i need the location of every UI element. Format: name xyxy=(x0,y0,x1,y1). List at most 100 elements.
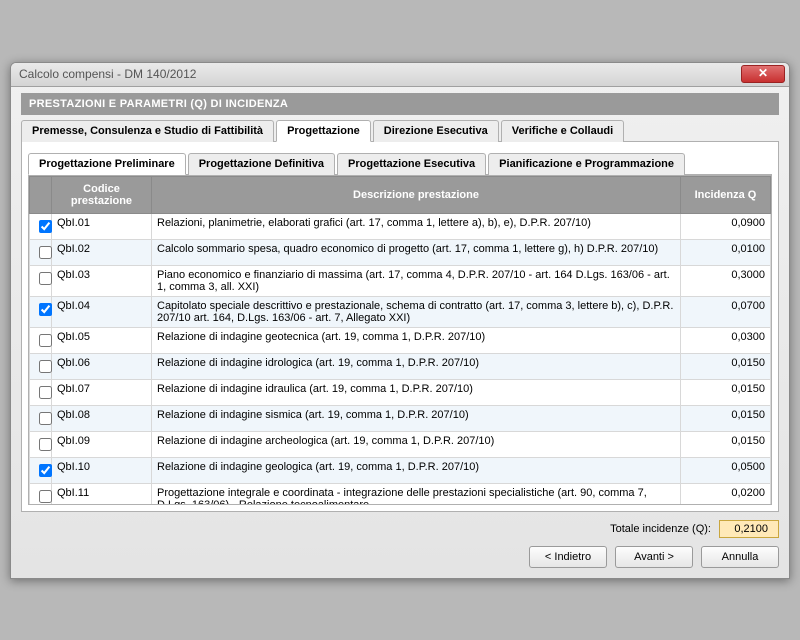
table-row[interactable]: QbI.11Progettazione integrale e coordina… xyxy=(30,483,771,505)
row-checkbox-cell xyxy=(30,213,52,239)
table-row[interactable]: QbI.01Relazioni, planimetrie, elaborati … xyxy=(30,213,771,239)
row-incidence: 0,0150 xyxy=(681,431,771,457)
close-icon: ✕ xyxy=(758,66,768,80)
row-code: QbI.10 xyxy=(52,457,152,483)
prestazioni-table: Codice prestazione Descrizione prestazio… xyxy=(29,176,771,505)
table-scroll[interactable]: Codice prestazione Descrizione prestazio… xyxy=(28,175,772,505)
row-code: QbI.01 xyxy=(52,213,152,239)
row-desc: Relazione di indagine idrologica (art. 1… xyxy=(152,353,681,379)
table-row[interactable]: QbI.02Calcolo sommario spesa, quadro eco… xyxy=(30,239,771,265)
wizard-buttons: < Indietro Avanti > Annulla xyxy=(21,546,779,568)
row-incidence: 0,0150 xyxy=(681,379,771,405)
row-incidence: 0,3000 xyxy=(681,265,771,296)
col-check-header[interactable] xyxy=(30,176,52,213)
row-checkbox[interactable] xyxy=(39,438,52,451)
table-row[interactable]: QbI.08Relazione di indagine sismica (art… xyxy=(30,405,771,431)
col-inc-header[interactable]: Incidenza Q xyxy=(681,176,771,213)
row-incidence: 0,0300 xyxy=(681,327,771,353)
row-checkbox-cell xyxy=(30,405,52,431)
section-header: PRESTAZIONI E PARAMETRI (Q) DI INCIDENZA xyxy=(21,93,779,115)
table-row[interactable]: QbI.06Relazione di indagine idrologica (… xyxy=(30,353,771,379)
row-checkbox-cell xyxy=(30,483,52,505)
table-row[interactable]: QbI.04Capitolato speciale descrittivo e … xyxy=(30,296,771,327)
next-button[interactable]: Avanti > xyxy=(615,546,693,568)
outer-tabs: Premesse, Consulenza e Studio di Fattibi… xyxy=(21,119,779,142)
row-incidence: 0,0100 xyxy=(681,239,771,265)
row-checkbox-cell xyxy=(30,327,52,353)
row-incidence: 0,0150 xyxy=(681,405,771,431)
inner-tabpanel: Codice prestazione Descrizione prestazio… xyxy=(28,175,772,505)
row-desc: Calcolo sommario spesa, quadro economico… xyxy=(152,239,681,265)
outer-tab[interactable]: Progettazione xyxy=(276,120,371,142)
inner-tab[interactable]: Progettazione Esecutiva xyxy=(337,153,486,175)
row-checkbox[interactable] xyxy=(39,360,52,373)
total-label: Totale incidenze (Q): xyxy=(610,523,711,535)
row-code: QbI.08 xyxy=(52,405,152,431)
row-checkbox-cell xyxy=(30,265,52,296)
row-checkbox[interactable] xyxy=(39,490,52,503)
row-code: QbI.09 xyxy=(52,431,152,457)
row-code: QbI.05 xyxy=(52,327,152,353)
col-desc-header[interactable]: Descrizione prestazione xyxy=(152,176,681,213)
titlebar: Calcolo compensi - DM 140/2012 ✕ xyxy=(11,63,789,87)
table-row[interactable]: QbI.05Relazione di indagine geotecnica (… xyxy=(30,327,771,353)
row-desc: Progettazione integrale e coordinata - i… xyxy=(152,483,681,505)
table-row[interactable]: QbI.07Relazione di indagine idraulica (a… xyxy=(30,379,771,405)
total-value: 0,2100 xyxy=(719,520,779,538)
row-checkbox[interactable] xyxy=(39,272,52,285)
dialog-window: Calcolo compensi - DM 140/2012 ✕ PRESTAZ… xyxy=(10,62,790,579)
row-desc: Relazione di indagine idraulica (art. 19… xyxy=(152,379,681,405)
row-desc: Relazione di indagine geotecnica (art. 1… xyxy=(152,327,681,353)
row-checkbox[interactable] xyxy=(39,334,52,347)
row-checkbox-cell xyxy=(30,353,52,379)
row-code: QbI.04 xyxy=(52,296,152,327)
inner-tab[interactable]: Pianificazione e Programmazione xyxy=(488,153,685,175)
window-title: Calcolo compensi - DM 140/2012 xyxy=(19,67,741,81)
row-checkbox[interactable] xyxy=(39,412,52,425)
row-incidence: 0,0900 xyxy=(681,213,771,239)
table-row[interactable]: QbI.03Piano economico e finanziario di m… xyxy=(30,265,771,296)
table-row[interactable]: QbI.10Relazione di indagine geologica (a… xyxy=(30,457,771,483)
table-body: QbI.01Relazioni, planimetrie, elaborati … xyxy=(30,213,771,505)
row-checkbox[interactable] xyxy=(39,246,52,259)
row-checkbox-cell xyxy=(30,239,52,265)
row-incidence: 0,0700 xyxy=(681,296,771,327)
row-desc: Relazione di indagine geologica (art. 19… xyxy=(152,457,681,483)
row-desc: Relazioni, planimetrie, elaborati grafic… xyxy=(152,213,681,239)
close-button[interactable]: ✕ xyxy=(741,65,785,83)
inner-tab[interactable]: Progettazione Preliminare xyxy=(28,153,186,175)
row-checkbox-cell xyxy=(30,296,52,327)
row-code: QbI.02 xyxy=(52,239,152,265)
total-row: Totale incidenze (Q): 0,2100 xyxy=(21,520,779,538)
row-checkbox[interactable] xyxy=(39,386,52,399)
row-incidence: 0,0500 xyxy=(681,457,771,483)
row-incidence: 0,0200 xyxy=(681,483,771,505)
row-code: QbI.06 xyxy=(52,353,152,379)
row-desc: Piano economico e finanziario di massima… xyxy=(152,265,681,296)
inner-tab[interactable]: Progettazione Definitiva xyxy=(188,153,335,175)
col-code-header[interactable]: Codice prestazione xyxy=(52,176,152,213)
table-row[interactable]: QbI.09Relazione di indagine archeologica… xyxy=(30,431,771,457)
row-desc: Relazione di indagine sismica (art. 19, … xyxy=(152,405,681,431)
row-checkbox-cell xyxy=(30,431,52,457)
row-desc: Relazione di indagine archeologica (art.… xyxy=(152,431,681,457)
row-incidence: 0,0150 xyxy=(681,353,771,379)
content-area: PRESTAZIONI E PARAMETRI (Q) DI INCIDENZA… xyxy=(11,87,789,578)
table-header-row: Codice prestazione Descrizione prestazio… xyxy=(30,176,771,213)
outer-tab[interactable]: Verifiche e Collaudi xyxy=(501,120,624,142)
outer-tabpanel: Progettazione PreliminareProgettazione D… xyxy=(21,142,779,512)
inner-tabs: Progettazione PreliminareProgettazione D… xyxy=(28,152,772,175)
back-button[interactable]: < Indietro xyxy=(529,546,607,568)
row-code: QbI.07 xyxy=(52,379,152,405)
outer-tab[interactable]: Premesse, Consulenza e Studio di Fattibi… xyxy=(21,120,274,142)
cancel-button[interactable]: Annulla xyxy=(701,546,779,568)
row-code: QbI.03 xyxy=(52,265,152,296)
row-checkbox[interactable] xyxy=(39,303,52,316)
outer-tab[interactable]: Direzione Esecutiva xyxy=(373,120,499,142)
row-checkbox-cell xyxy=(30,379,52,405)
row-checkbox[interactable] xyxy=(39,220,52,233)
row-checkbox-cell xyxy=(30,457,52,483)
row-desc: Capitolato speciale descrittivo e presta… xyxy=(152,296,681,327)
row-code: QbI.11 xyxy=(52,483,152,505)
row-checkbox[interactable] xyxy=(39,464,52,477)
